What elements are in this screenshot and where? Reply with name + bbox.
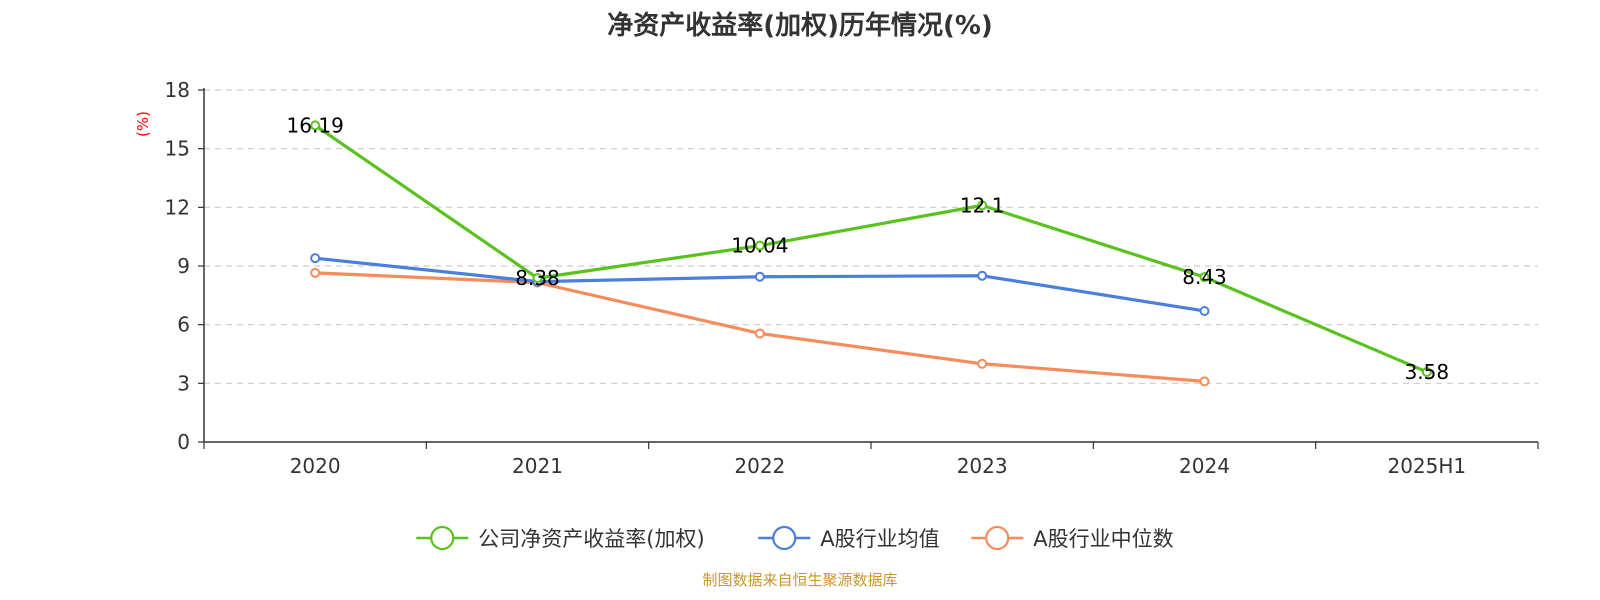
data-labels: 16.19 8.38 10.04 12.1 8.43 3.58 (287, 113, 1450, 384)
legend-marker-icon (772, 525, 797, 551)
legend-item: A股行业均值 (758, 525, 940, 551)
y-tick-label: 0 (177, 430, 190, 454)
legend-label: 公司净资产收益率(加权) (478, 527, 704, 551)
y-axis-unit-label: (%) (134, 111, 152, 137)
data-point (977, 200, 988, 211)
data-point (1199, 305, 1210, 316)
data-label: 8.43 (1182, 265, 1227, 289)
data-point (1421, 366, 1432, 377)
y-tick-label: 3 (177, 371, 190, 395)
x-tick-label: 2022 (734, 454, 785, 478)
x-tick-label: 2023 (957, 454, 1008, 478)
data-point (310, 267, 321, 278)
data-point (754, 271, 765, 282)
data-point (754, 240, 765, 251)
legend-label: A股行业中位数 (1033, 527, 1173, 551)
y-tick-label: 12 (165, 195, 190, 219)
data-label: 12.1 (960, 193, 1005, 217)
x-tick-label: 2021 (512, 454, 563, 478)
grid-lines (204, 89, 1538, 384)
axes: 0 3 6 9 12 15 18 2020 2021 2022 2023 2024 2025H1 (165, 78, 1539, 478)
x-tick-label: 2024 (1179, 454, 1230, 478)
legend-item: 公司净资产收益率(加权) (416, 525, 705, 551)
data-point (310, 120, 321, 131)
legend-item: A股行业中位数 (971, 525, 1174, 551)
legend: 公司净资产收益率(加权) A股行业均值 A股行业中位数 (416, 525, 1174, 551)
data-point (754, 328, 765, 339)
data-point (532, 273, 543, 284)
data-point (977, 270, 988, 281)
x-tick-label: 2025H1 (1387, 454, 1466, 478)
legend-marker-icon (985, 525, 1010, 551)
legend-label: A股行业均值 (820, 527, 939, 551)
source-note: 制图数据来自恒生聚源数据库 (702, 571, 897, 589)
y-tick-label: 15 (165, 137, 190, 161)
y-tick-label: 18 (165, 78, 190, 102)
y-tick-label: 6 (177, 313, 190, 337)
data-point (977, 358, 988, 369)
data-label: 8.38 (515, 266, 560, 290)
series-group (310, 120, 1432, 387)
chart-title: 净资产收益率(加权)历年情况(%) (607, 10, 993, 41)
data-point (1199, 376, 1210, 387)
legend-marker-icon (430, 525, 455, 551)
series-line (314, 124, 1428, 374)
data-label: 3.58 (1405, 360, 1450, 384)
data-point (1199, 272, 1210, 283)
data-label: 16.19 (287, 113, 344, 137)
x-tick-label: 2020 (290, 454, 341, 478)
y-tick-label: 9 (177, 254, 190, 278)
data-point (310, 253, 321, 264)
data-label: 10.04 (731, 234, 788, 258)
